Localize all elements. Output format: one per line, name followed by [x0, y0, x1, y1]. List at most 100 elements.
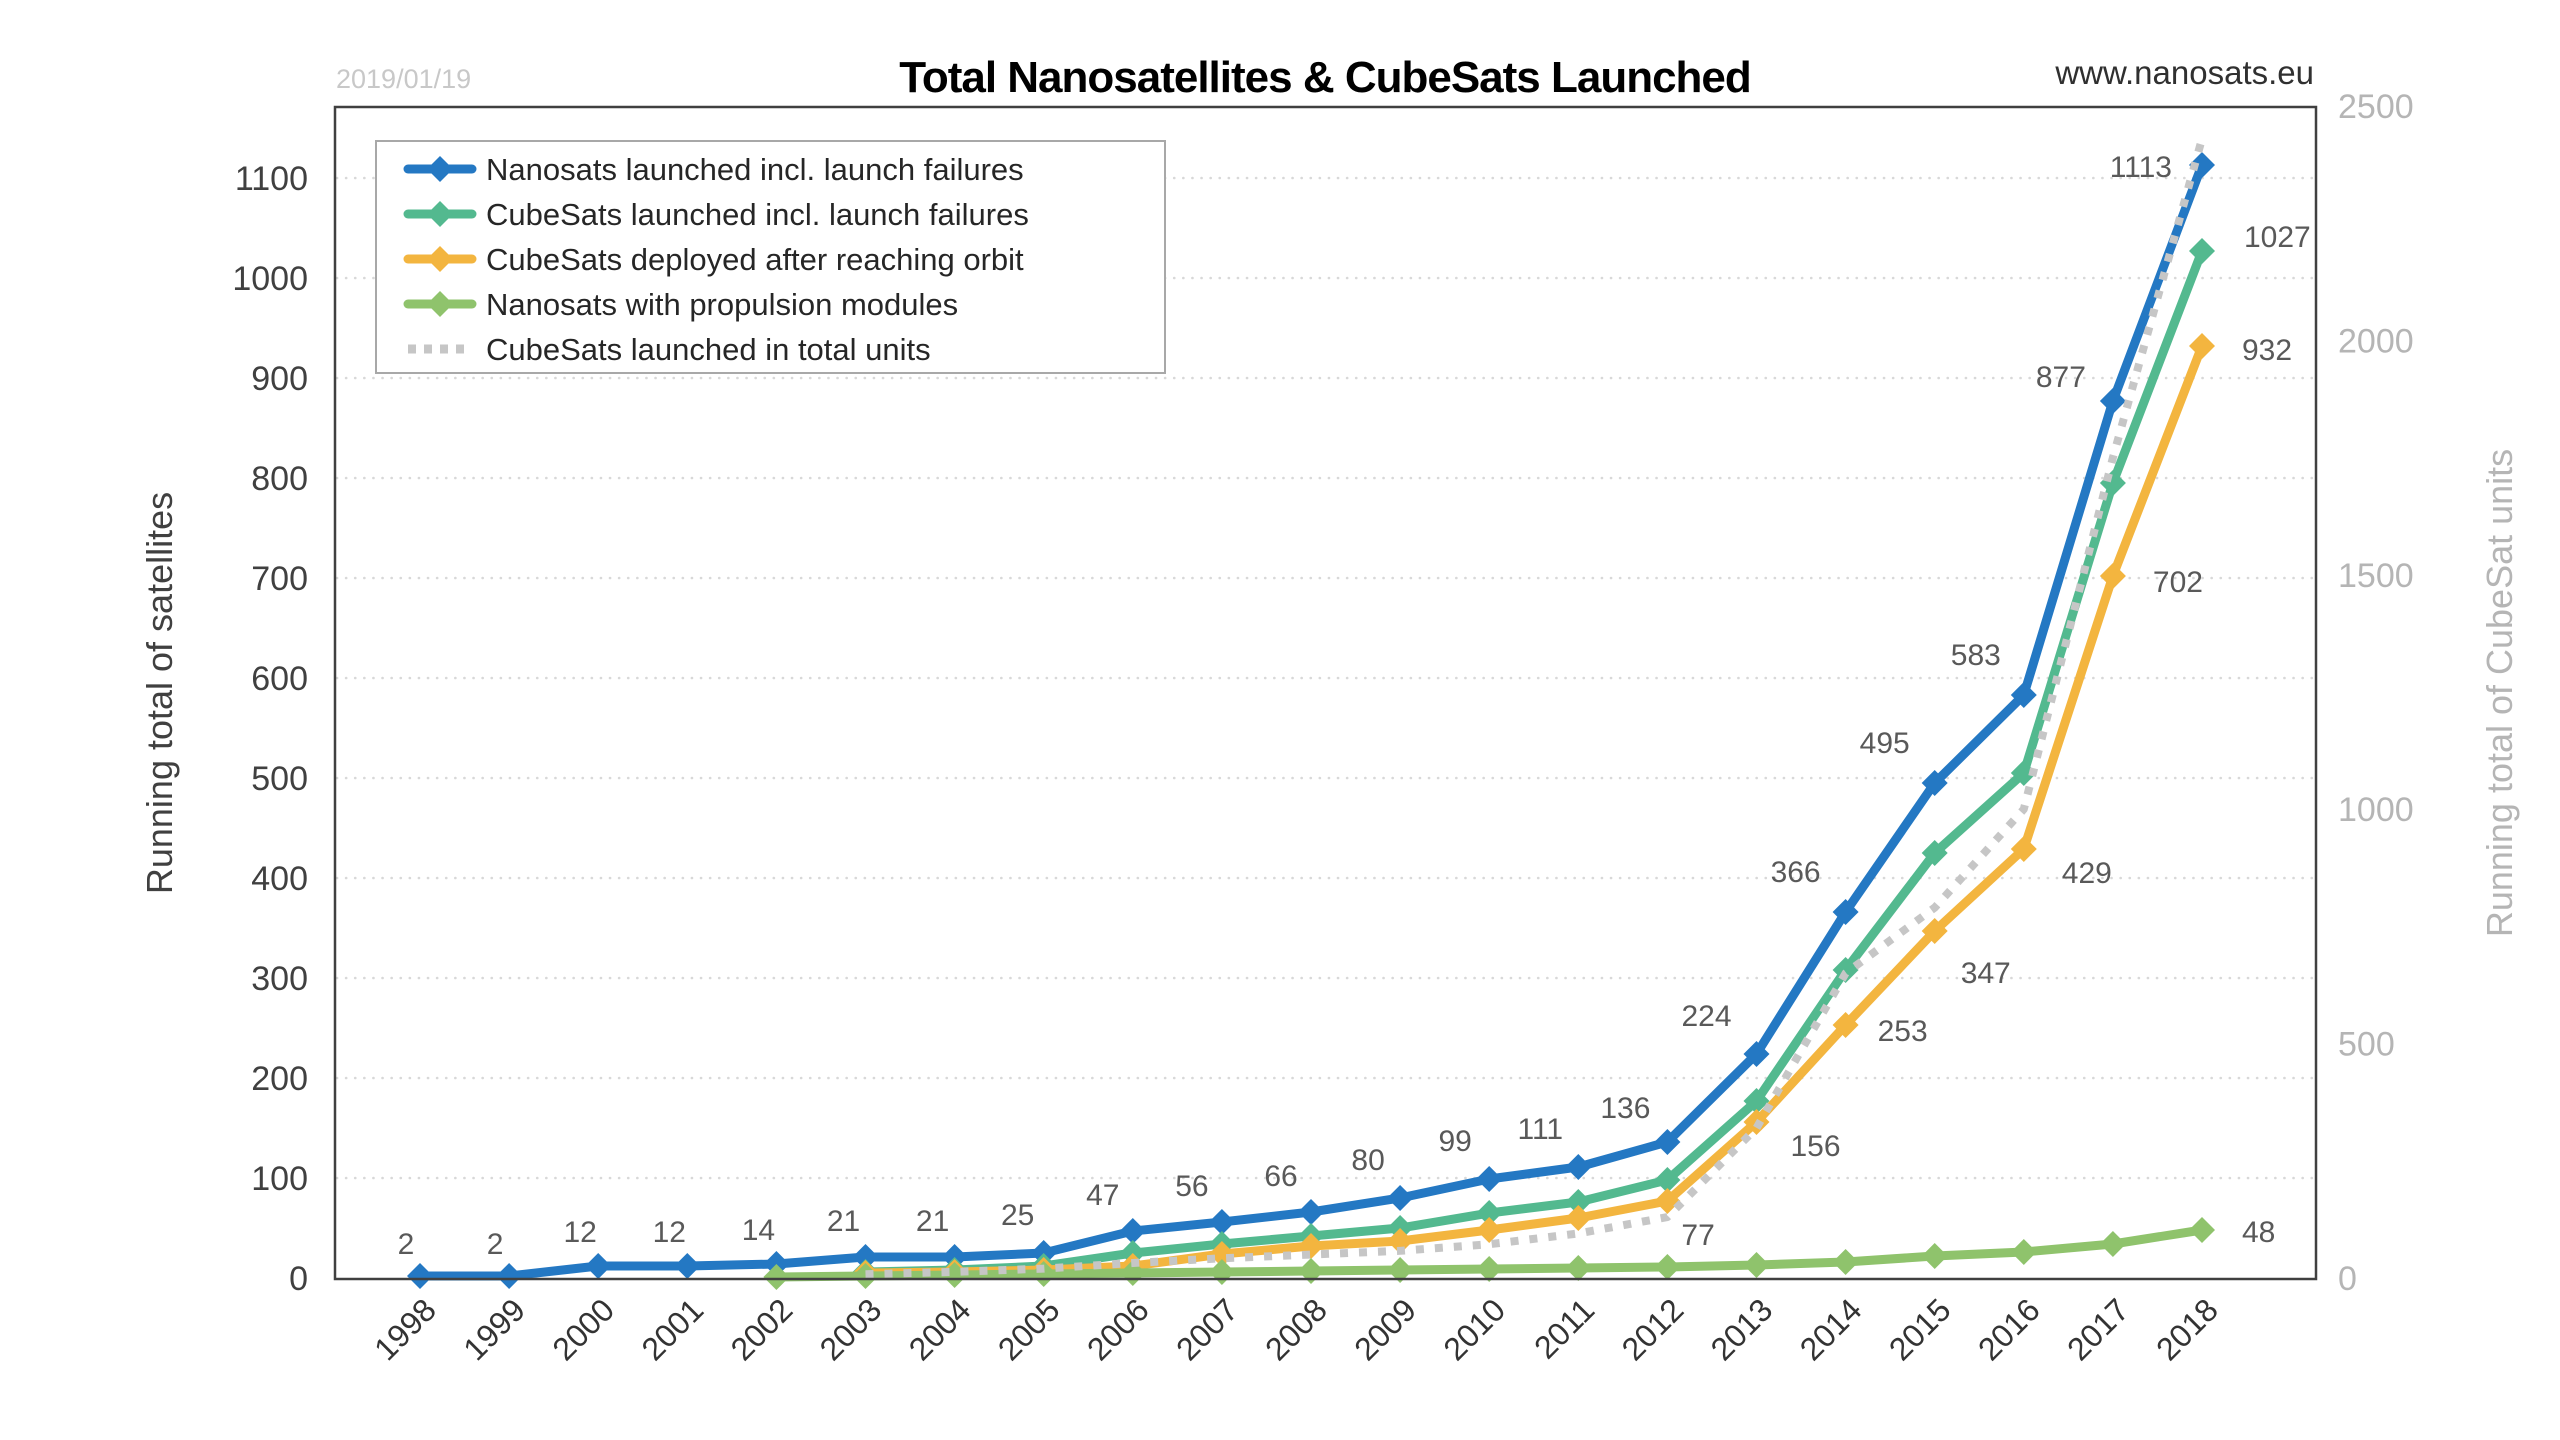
data-point-marker[interactable] — [852, 1263, 879, 1289]
data-point-marker[interactable] — [1476, 1256, 1503, 1282]
data-point-marker[interactable] — [674, 1253, 701, 1279]
data-point-marker[interactable] — [1476, 1166, 1503, 1192]
data-point-marker[interactable] — [1565, 1205, 1592, 1231]
left-tick-label: 600 — [251, 660, 308, 698]
data-point-label: 99 — [1439, 1125, 1472, 1158]
watermark-link[interactable]: www.nanosats.eu — [2054, 54, 2314, 91]
data-point-marker[interactable] — [427, 246, 453, 272]
data-point-marker[interactable] — [585, 1253, 612, 1279]
data-point-marker[interactable] — [2189, 1217, 2215, 1243]
data-point-marker[interactable] — [1208, 1209, 1235, 1235]
legend-item[interactable]: CubeSats deployed after reaching orbit — [403, 242, 1024, 277]
data-point-label: 429 — [2062, 857, 2112, 890]
left-tick-label: 700 — [251, 560, 308, 598]
data-point-marker[interactable] — [2010, 760, 2037, 786]
data-point-marker[interactable] — [2189, 333, 2215, 359]
data-point-marker[interactable] — [1119, 1218, 1146, 1244]
data-point-marker[interactable] — [2099, 1231, 2126, 1257]
data-point-marker[interactable] — [407, 1263, 433, 1289]
x-axis-year-label: 1998 — [367, 1291, 443, 1367]
data-point-marker[interactable] — [427, 291, 453, 317]
data-point-label: 12 — [564, 1216, 597, 1249]
x-axis-year-label: 2003 — [813, 1291, 889, 1367]
data-point-marker[interactable] — [1743, 1041, 1770, 1067]
x-axis-year-label: 2007 — [1169, 1291, 1245, 1367]
legend-item[interactable]: Nanosats launched incl. launch failures — [403, 152, 1024, 187]
data-point-marker[interactable] — [427, 156, 453, 182]
data-point-label: 2 — [487, 1228, 504, 1261]
series-lines — [407, 137, 2215, 1290]
data-point-marker[interactable] — [763, 1264, 790, 1290]
data-point-label: 583 — [1951, 639, 2001, 672]
data-point-marker[interactable] — [1743, 1088, 1770, 1114]
x-axis-year-label: 2014 — [1793, 1291, 1869, 1367]
data-point-label: 932 — [2242, 334, 2292, 367]
right-tick-label: 1500 — [2338, 557, 2414, 595]
x-axis-year-label: 2018 — [2149, 1291, 2225, 1367]
data-point-marker[interactable] — [852, 1244, 879, 1270]
data-point-marker[interactable] — [1654, 1129, 1681, 1155]
data-point-marker[interactable] — [1654, 1167, 1681, 1193]
data-point-marker[interactable] — [1743, 1252, 1770, 1278]
data-point-marker[interactable] — [2010, 1239, 2037, 1265]
data-point-marker[interactable] — [1387, 1185, 1414, 1211]
gridlines — [335, 176, 2316, 1180]
data-point-label: 253 — [1878, 1015, 1928, 1048]
data-point-label: 21 — [827, 1205, 860, 1238]
x-axis-year-label: 2002 — [724, 1291, 800, 1367]
data-point-marker[interactable] — [1476, 1217, 1503, 1243]
data-point-marker[interactable] — [1832, 1249, 1859, 1275]
data-point-label: 47 — [1086, 1179, 1119, 1212]
data-point-marker[interactable] — [1565, 1255, 1592, 1281]
legend-item[interactable]: Nanosats with propulsion modules — [403, 287, 958, 322]
data-point-marker[interactable] — [1298, 1199, 1324, 1225]
data-point-label: 80 — [1351, 1144, 1384, 1177]
series-path — [865, 137, 2206, 1279]
left-axis-title: Running total of satellites — [139, 492, 180, 894]
series-dotted — [865, 137, 2206, 1279]
data-point-marker[interactable] — [2099, 563, 2126, 589]
data-point-marker[interactable] — [2189, 238, 2215, 264]
data-point-marker[interactable] — [427, 201, 453, 227]
left-tick-label: 500 — [251, 760, 308, 798]
x-axis-year-label: 2012 — [1615, 1291, 1691, 1367]
right-tick-label: 2000 — [2338, 322, 2414, 360]
data-point-marker[interactable] — [1298, 1258, 1324, 1284]
data-point-marker[interactable] — [1208, 1259, 1235, 1285]
data-point-marker[interactable] — [1921, 1243, 1948, 1269]
data-point-marker[interactable] — [1387, 1228, 1414, 1254]
data-point-label: 347 — [1961, 957, 2011, 990]
data-point-marker[interactable] — [2010, 682, 2037, 708]
data-point-marker[interactable] — [1565, 1154, 1592, 1180]
x-axis-year-label: 2011 — [1527, 1291, 1601, 1365]
data-point-marker[interactable] — [1476, 1200, 1503, 1226]
legend-item[interactable]: CubeSats launched incl. launch failures — [403, 197, 1029, 232]
data-point-marker[interactable] — [2010, 836, 2037, 862]
data-point-marker[interactable] — [1921, 770, 1948, 796]
legend-item[interactable]: CubeSats launched in total units — [408, 332, 931, 367]
data-point-marker[interactable] — [1654, 1254, 1681, 1280]
x-axis-year-label: 2009 — [1347, 1291, 1423, 1367]
data-point-marker[interactable] — [1654, 1188, 1681, 1214]
data-point-label: 14 — [742, 1214, 775, 1247]
data-point-marker[interactable] — [2099, 388, 2126, 414]
x-axis-year-label: 1999 — [456, 1291, 532, 1367]
data-point-marker[interactable] — [1387, 1257, 1414, 1283]
data-point-label: 1027 — [2244, 221, 2311, 254]
chart-title: Total Nanosatellites & CubeSats Launched — [899, 53, 1751, 102]
data-point-label: 77 — [1681, 1219, 1714, 1252]
data-point-marker[interactable] — [1921, 840, 1948, 866]
data-point-marker[interactable] — [2189, 152, 2215, 178]
data-point-label: 48 — [2242, 1216, 2275, 1249]
data-point-marker[interactable] — [1832, 957, 1859, 983]
series-line — [763, 1217, 2215, 1290]
data-point-marker[interactable] — [1921, 918, 1948, 944]
data-point-marker[interactable] — [1832, 1012, 1859, 1038]
data-point-marker[interactable] — [1565, 1189, 1592, 1215]
data-point-marker[interactable] — [496, 1263, 523, 1289]
right-axis-title: Running total of CubeSat units — [2479, 449, 2520, 937]
data-point-label: 12 — [653, 1216, 686, 1249]
data-point-marker[interactable] — [1832, 899, 1859, 925]
data-point-label: 56 — [1175, 1170, 1208, 1203]
